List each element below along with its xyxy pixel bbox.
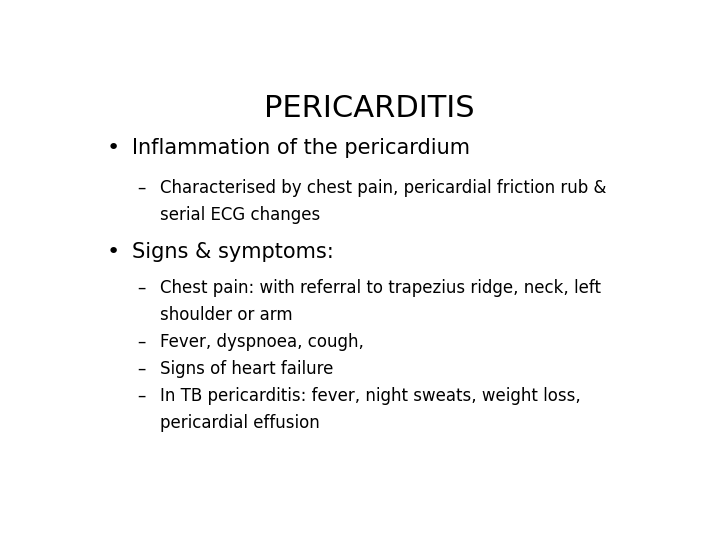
Text: Fever, dyspnoea, cough,: Fever, dyspnoea, cough, bbox=[160, 333, 364, 351]
Text: –: – bbox=[138, 333, 146, 351]
Text: •: • bbox=[107, 241, 120, 261]
Text: Inflammation of the pericardium: Inflammation of the pericardium bbox=[132, 138, 470, 158]
Text: PERICARDITIS: PERICARDITIS bbox=[264, 94, 474, 123]
Text: In TB pericarditis: fever, night sweats, weight loss,: In TB pericarditis: fever, night sweats,… bbox=[160, 387, 580, 405]
Text: –: – bbox=[138, 179, 146, 197]
Text: Chest pain: with referral to trapezius ridge, neck, left: Chest pain: with referral to trapezius r… bbox=[160, 279, 600, 297]
Text: serial ECG changes: serial ECG changes bbox=[160, 206, 320, 224]
Text: pericardial effusion: pericardial effusion bbox=[160, 414, 320, 432]
Text: •: • bbox=[107, 138, 120, 158]
Text: shoulder or arm: shoulder or arm bbox=[160, 306, 292, 324]
Text: Characterised by chest pain, pericardial friction rub &: Characterised by chest pain, pericardial… bbox=[160, 179, 606, 197]
Text: –: – bbox=[138, 387, 146, 405]
Text: Signs of heart failure: Signs of heart failure bbox=[160, 360, 333, 378]
Text: –: – bbox=[138, 360, 146, 378]
Text: Signs & symptoms:: Signs & symptoms: bbox=[132, 241, 333, 261]
Text: –: – bbox=[138, 279, 146, 297]
